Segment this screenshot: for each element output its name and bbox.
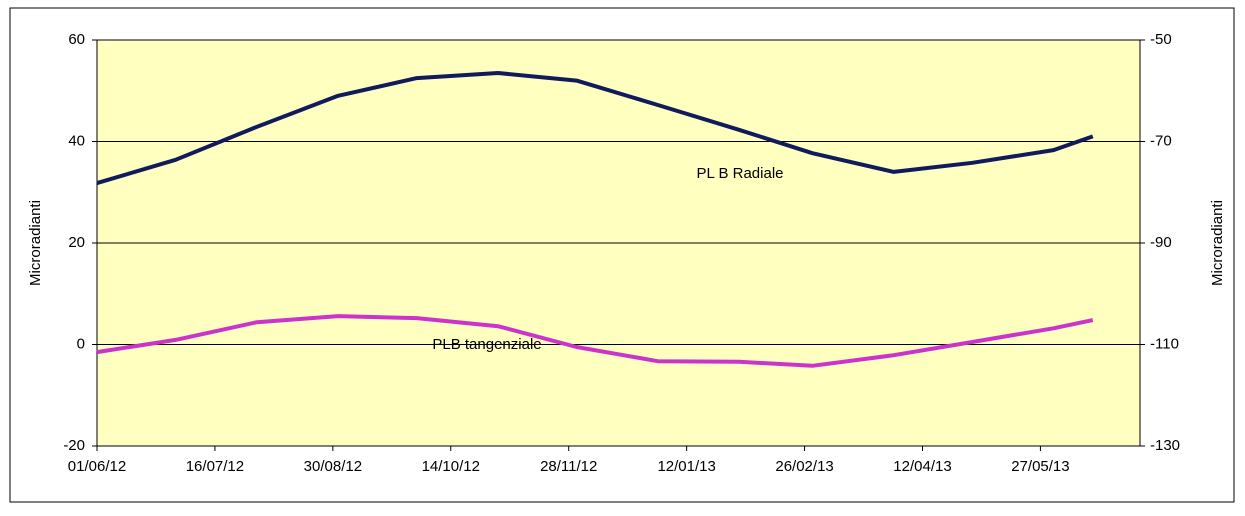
x-tick-label: 12/04/13 xyxy=(893,458,951,475)
x-tick-label: 16/07/12 xyxy=(186,458,244,475)
x-tick-label: 14/10/12 xyxy=(422,458,480,475)
y-tick-label: 0 xyxy=(77,335,85,352)
y-tick-label: 60 xyxy=(68,31,85,48)
y-tick-label: -20 xyxy=(63,437,85,454)
x-tick-label: 28/11/12 xyxy=(540,458,597,475)
y2-axis-title: Microradianti xyxy=(1209,200,1226,286)
y-tick-label: 40 xyxy=(68,132,85,149)
x-tick-label: 26/02/13 xyxy=(775,458,833,475)
x-tick-label: 01/06/12 xyxy=(68,458,126,475)
x-tick-label: 27/05/13 xyxy=(1011,458,1069,475)
series-label: PLB tangenziale xyxy=(432,336,541,353)
y2-tick-label: -70 xyxy=(1150,132,1172,149)
y-axis-title: Microradianti xyxy=(27,200,44,286)
y2-tick-label: -90 xyxy=(1150,234,1172,251)
series-line xyxy=(96,314,1094,368)
y2-tick-label: -110 xyxy=(1150,335,1179,352)
y2-tick-label: -50 xyxy=(1150,31,1172,48)
y-tick-label: 20 xyxy=(68,234,85,251)
y2-tick-label: -130 xyxy=(1150,437,1180,454)
x-tick-label: 30/08/12 xyxy=(304,458,362,475)
x-tick-label: 12/01/13 xyxy=(657,458,715,475)
series-line xyxy=(96,71,1094,186)
series-label: PL B Radiale xyxy=(697,165,784,182)
